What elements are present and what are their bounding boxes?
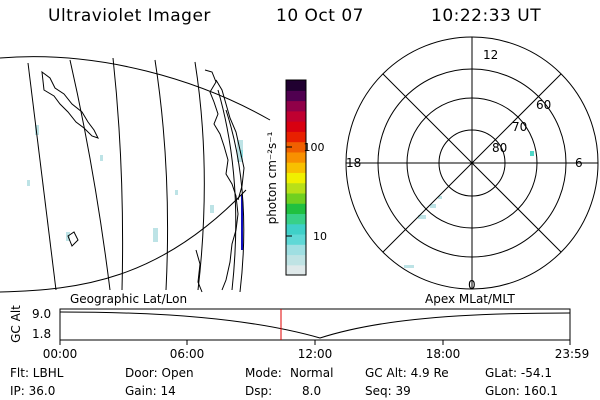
colorbar-stripe xyxy=(286,80,306,91)
colorbar-unit-label: photon cm⁻²s⁻¹ xyxy=(265,131,279,224)
glon-status: GLon: 160.1 xyxy=(485,384,558,398)
altitude-timeline[interactable] xyxy=(59,308,571,345)
colorbar-stripe xyxy=(286,233,306,245)
polar-emission-bright xyxy=(530,151,534,156)
map-parallels xyxy=(0,56,271,293)
polar-coordinate-label: Apex MLat/MLT xyxy=(425,292,515,306)
mode-label: Mode: xyxy=(245,366,282,380)
colorbar-stripe xyxy=(286,90,306,102)
polar-grid xyxy=(345,36,599,290)
colorbar-stripe xyxy=(286,172,306,184)
altitude-x-ticks xyxy=(59,340,571,345)
colorbar-stripe xyxy=(286,131,306,143)
altitude-y-label: GC Alt xyxy=(9,305,23,343)
colorbar-stripe xyxy=(286,151,306,163)
map-emission xyxy=(27,125,243,242)
colorbar-stripe xyxy=(286,192,306,204)
colorbar-stripe xyxy=(286,121,306,132)
polar-emission xyxy=(404,196,442,268)
map-projection-label: Geographic Lat/Lon xyxy=(70,292,187,306)
colorbar-stripe xyxy=(286,110,306,122)
colorbar-stripe xyxy=(286,162,306,173)
altitude-x-tick-0600: 06:00 xyxy=(170,347,205,361)
altitude-curve xyxy=(59,311,571,339)
polar-lat-70: 70 xyxy=(512,120,527,134)
map-emission-bright xyxy=(240,150,243,157)
app-title: Ultraviolet Imager xyxy=(48,6,211,26)
intensity-colorbar xyxy=(285,79,307,276)
polar-lat-80: 80 xyxy=(492,141,507,155)
colorbar-stripe xyxy=(286,141,306,153)
colorbar-stripe xyxy=(286,213,306,225)
polar-lat-60: 60 xyxy=(536,98,551,112)
polar-mlt-12: 12 xyxy=(483,48,498,62)
polar-mlt-6: 6 xyxy=(575,156,583,170)
image-date: 10 Oct 07 xyxy=(276,6,364,26)
altitude-y-tick-top: 9.0 xyxy=(32,307,51,321)
image-time: 10:22:33 UT xyxy=(431,6,542,26)
glat-status: GLat: -54.1 xyxy=(485,366,552,380)
colorbar-stripe xyxy=(286,203,306,215)
altitude-x-tick-1200: 12:00 xyxy=(298,347,333,361)
colorbar-tick-100: 100 xyxy=(304,141,325,154)
altitude-x-tick-1800: 18:00 xyxy=(426,347,461,361)
colorbar-stripe xyxy=(286,100,306,112)
colorbar-stripe xyxy=(286,244,306,256)
colorbar-tick-10: 10 xyxy=(313,230,327,243)
geographic-map[interactable] xyxy=(0,56,271,293)
ip-status: IP: 36.0 xyxy=(10,384,56,398)
polar-plot[interactable]: 12 18 6 0 60 70 80 xyxy=(345,36,599,292)
dsp-value: 8.0 xyxy=(302,384,322,398)
altitude-x-tick-0000: 00:00 xyxy=(43,347,78,361)
gain-status: Gain: 14 xyxy=(125,384,176,398)
colorbar-stripe xyxy=(286,264,306,276)
colorbar-stripe xyxy=(286,223,306,235)
altitude-y-tick-bottom: 1.8 xyxy=(32,327,51,341)
filter-status: Flt: LBHL xyxy=(10,366,64,380)
altitude-x-tick-2359: 23:59 xyxy=(555,347,590,361)
polar-mlt-18: 18 xyxy=(346,156,361,170)
colorbar-frame xyxy=(285,79,307,276)
mode-value: Normal xyxy=(290,366,334,380)
colorbar-stripe xyxy=(286,182,306,194)
gc-altitude-status: GC Alt: 4.9 Re xyxy=(365,366,449,380)
polar-mlt-0: 0 xyxy=(468,278,476,292)
dsp-label: Dsp: xyxy=(245,384,273,398)
colorbar-stripe xyxy=(286,254,306,266)
sequence-status: Seq: 39 xyxy=(365,384,411,398)
door-status: Door: Open xyxy=(125,366,194,380)
map-coastlines xyxy=(41,69,245,293)
map-meridians xyxy=(27,57,245,293)
colorbar-axis xyxy=(286,146,292,237)
